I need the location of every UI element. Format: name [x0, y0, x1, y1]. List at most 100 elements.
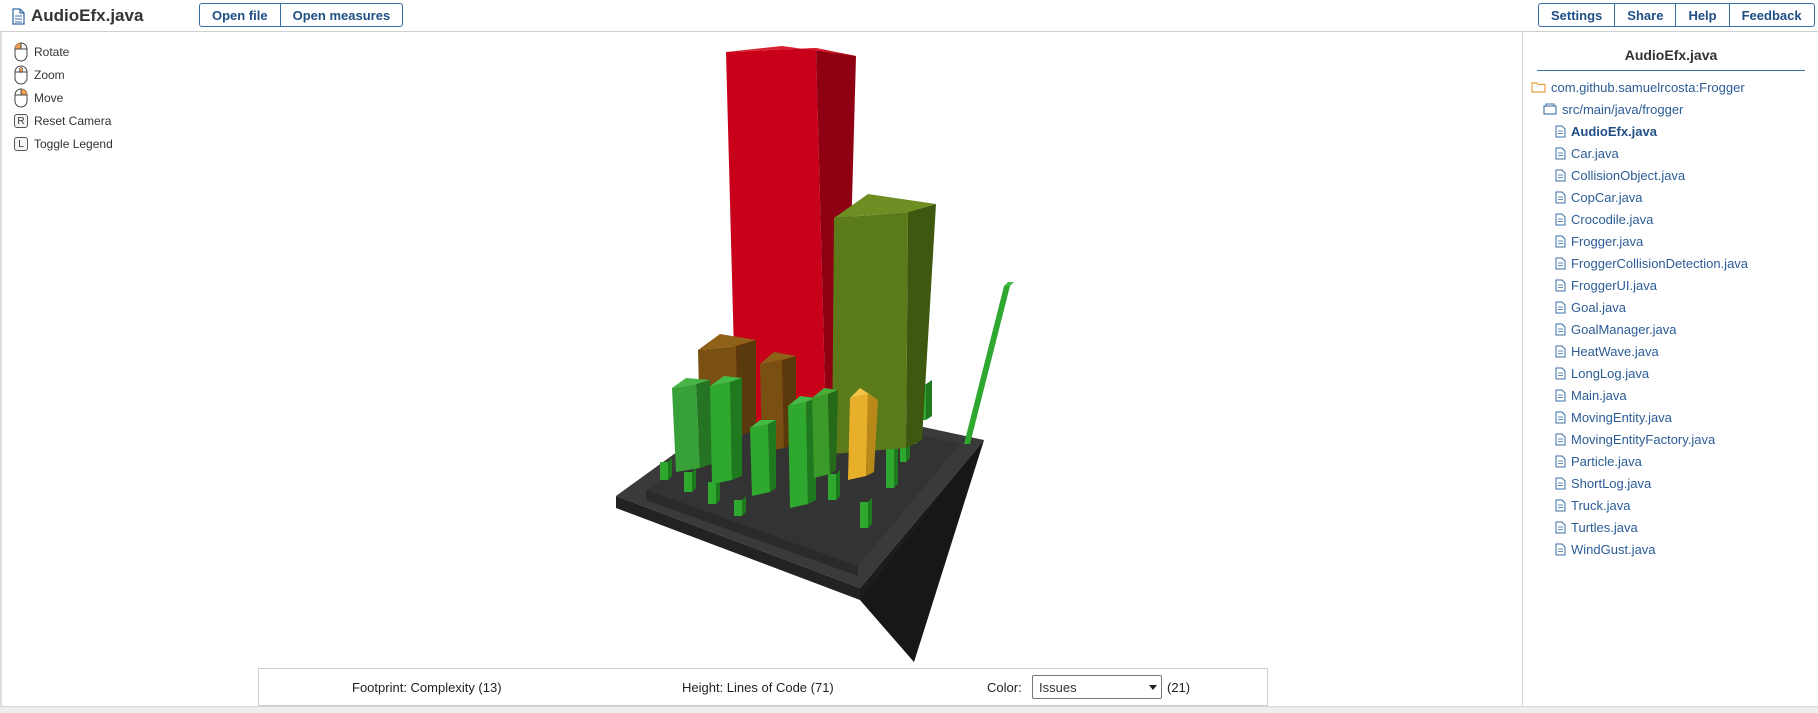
tree-file-item[interactable]: MovingEntityFactory.java — [1531, 428, 1811, 450]
mouse-wheel-icon — [14, 65, 28, 85]
building-small — [660, 458, 672, 480]
tree-file-label: MovingEntity.java — [1571, 409, 1672, 425]
building-small — [684, 468, 696, 492]
color-metric-value: Issues — [1039, 679, 1077, 695]
tree-file-item[interactable]: FroggerCollisionDetection.java — [1531, 252, 1811, 274]
file-icon — [1555, 389, 1566, 401]
building-green-1 — [672, 378, 712, 472]
color-label: Color: — [987, 680, 1022, 695]
tree-file-label: ShortLog.java — [1571, 475, 1652, 491]
help-button[interactable]: Help — [1675, 3, 1730, 27]
building-green-3 — [750, 420, 776, 496]
camera-controls: Rotate Zoom Move R Reset Camera L Toggle… — [14, 42, 113, 157]
package-icon — [1543, 103, 1557, 115]
tree-file-item[interactable]: Frogger.java — [1531, 230, 1811, 252]
open-file-button[interactable]: Open file — [199, 3, 281, 27]
tree-file-item[interactable]: LongLog.java — [1531, 362, 1811, 384]
folder-icon — [1531, 82, 1546, 93]
tree-file-label: FroggerCollisionDetection.java — [1571, 255, 1749, 271]
tree-file-label: HeatWave.java — [1571, 343, 1659, 359]
tree-file-item[interactable]: FroggerUI.java — [1531, 274, 1811, 296]
file-title-text: AudioEfx.java — [31, 6, 144, 25]
tree-file-item[interactable]: Goal.java — [1531, 296, 1811, 318]
control-reset-camera: R Reset Camera — [14, 111, 113, 131]
share-button[interactable]: Share — [1614, 3, 1677, 27]
mouse-right-icon — [14, 88, 28, 108]
building-small — [708, 478, 720, 504]
tree-file-label: WindGust.java — [1571, 541, 1656, 557]
tree-file-item[interactable]: Car.java — [1531, 142, 1811, 164]
color-metric-select[interactable]: Issues — [1032, 675, 1162, 699]
tree-file-item[interactable]: AudioEfx.java — [1531, 120, 1811, 142]
file-icon — [1555, 477, 1566, 489]
chevron-down-icon — [1149, 685, 1157, 690]
tree-file-label: FroggerUI.java — [1571, 277, 1657, 293]
tree-file-item[interactable]: Turtles.java — [1531, 516, 1811, 538]
file-tree: com.github.samuelrcosta:Frogger src/main… — [1531, 76, 1811, 560]
tree-file-label: Frogger.java — [1571, 233, 1644, 249]
file-icon — [1555, 279, 1566, 291]
base-right — [860, 440, 984, 662]
bottom-border — [0, 706, 1818, 713]
tree-file-item[interactable]: HeatWave.java — [1531, 340, 1811, 362]
tree-file-label: GoalManager.java — [1571, 321, 1677, 337]
building-green-2 — [710, 376, 742, 484]
file-icon — [1555, 191, 1566, 203]
tree-file-item[interactable]: CollisionObject.java — [1531, 164, 1811, 186]
building-small — [860, 498, 872, 528]
file-icon — [1555, 367, 1566, 379]
left-edge — [0, 32, 2, 713]
tree-project[interactable]: com.github.samuelrcosta:Frogger — [1531, 76, 1811, 98]
tree-file-label: AudioEfx.java — [1571, 123, 1657, 139]
file-icon — [1555, 433, 1566, 445]
open-measures-button[interactable]: Open measures — [279, 3, 404, 27]
tree-file-item[interactable]: MovingEntity.java — [1531, 406, 1811, 428]
base-front-left — [616, 496, 860, 600]
control-toggle-legend: L Toggle Legend — [14, 134, 113, 154]
file-list: AudioEfx.java Car.java CollisionObject.jav… — [1531, 120, 1811, 560]
tree-file-item[interactable]: CopCar.java — [1531, 186, 1811, 208]
tree-file-label: Car.java — [1571, 145, 1619, 161]
file-title: AudioEfx.java — [12, 4, 143, 28]
file-icon — [1555, 411, 1566, 423]
file-icon — [1555, 257, 1566, 269]
file-icon — [1555, 345, 1566, 357]
file-icon — [1555, 169, 1566, 181]
tree-file-label: MovingEntityFactory.java — [1571, 431, 1716, 447]
tree-file-label: Turtles.java — [1571, 519, 1638, 535]
mouse-left-icon — [14, 42, 28, 62]
file-icon — [1555, 323, 1566, 335]
tree-file-item[interactable]: Particle.java — [1531, 450, 1811, 472]
file-icon — [1555, 213, 1566, 225]
tree-file-item[interactable]: GoalManager.java — [1531, 318, 1811, 340]
app-button-group: Settings Share Help Feedback — [1538, 3, 1815, 27]
feedback-button[interactable]: Feedback — [1728, 3, 1815, 27]
tree-file-label: Main.java — [1571, 387, 1627, 403]
control-zoom: Zoom — [14, 65, 113, 85]
tree-file-item[interactable]: Main.java — [1531, 384, 1811, 406]
city-3d-view[interactable] — [0, 32, 1522, 672]
tree-file-label: Crocodile.java — [1571, 211, 1654, 227]
building-green-5 — [812, 388, 838, 478]
tree-file-item[interactable]: WindGust.java — [1531, 538, 1811, 560]
building-thin-green — [964, 282, 1014, 444]
tree-file-label: Truck.java — [1571, 497, 1631, 513]
tree-file-label: LongLog.java — [1571, 365, 1650, 381]
key-r-icon: R — [14, 114, 28, 128]
control-rotate: Rotate — [14, 42, 113, 62]
building-small — [886, 436, 898, 488]
building-small — [828, 470, 840, 500]
key-l-icon: L — [14, 137, 28, 151]
tree-file-label: Goal.java — [1571, 299, 1626, 315]
settings-button[interactable]: Settings — [1538, 3, 1616, 27]
sidebar-title: AudioEfx.java — [1537, 40, 1805, 71]
building-green-4 — [788, 396, 816, 508]
tree-file-item[interactable]: Truck.java — [1531, 494, 1811, 516]
file-icon — [1555, 543, 1566, 555]
tree-package[interactable]: src/main/java/frogger — [1531, 98, 1811, 120]
tree-file-item[interactable]: Crocodile.java — [1531, 208, 1811, 230]
file-icon — [1555, 499, 1566, 511]
file-icon — [1555, 455, 1566, 467]
file-icon — [1555, 301, 1566, 313]
tree-file-item[interactable]: ShortLog.java — [1531, 472, 1811, 494]
